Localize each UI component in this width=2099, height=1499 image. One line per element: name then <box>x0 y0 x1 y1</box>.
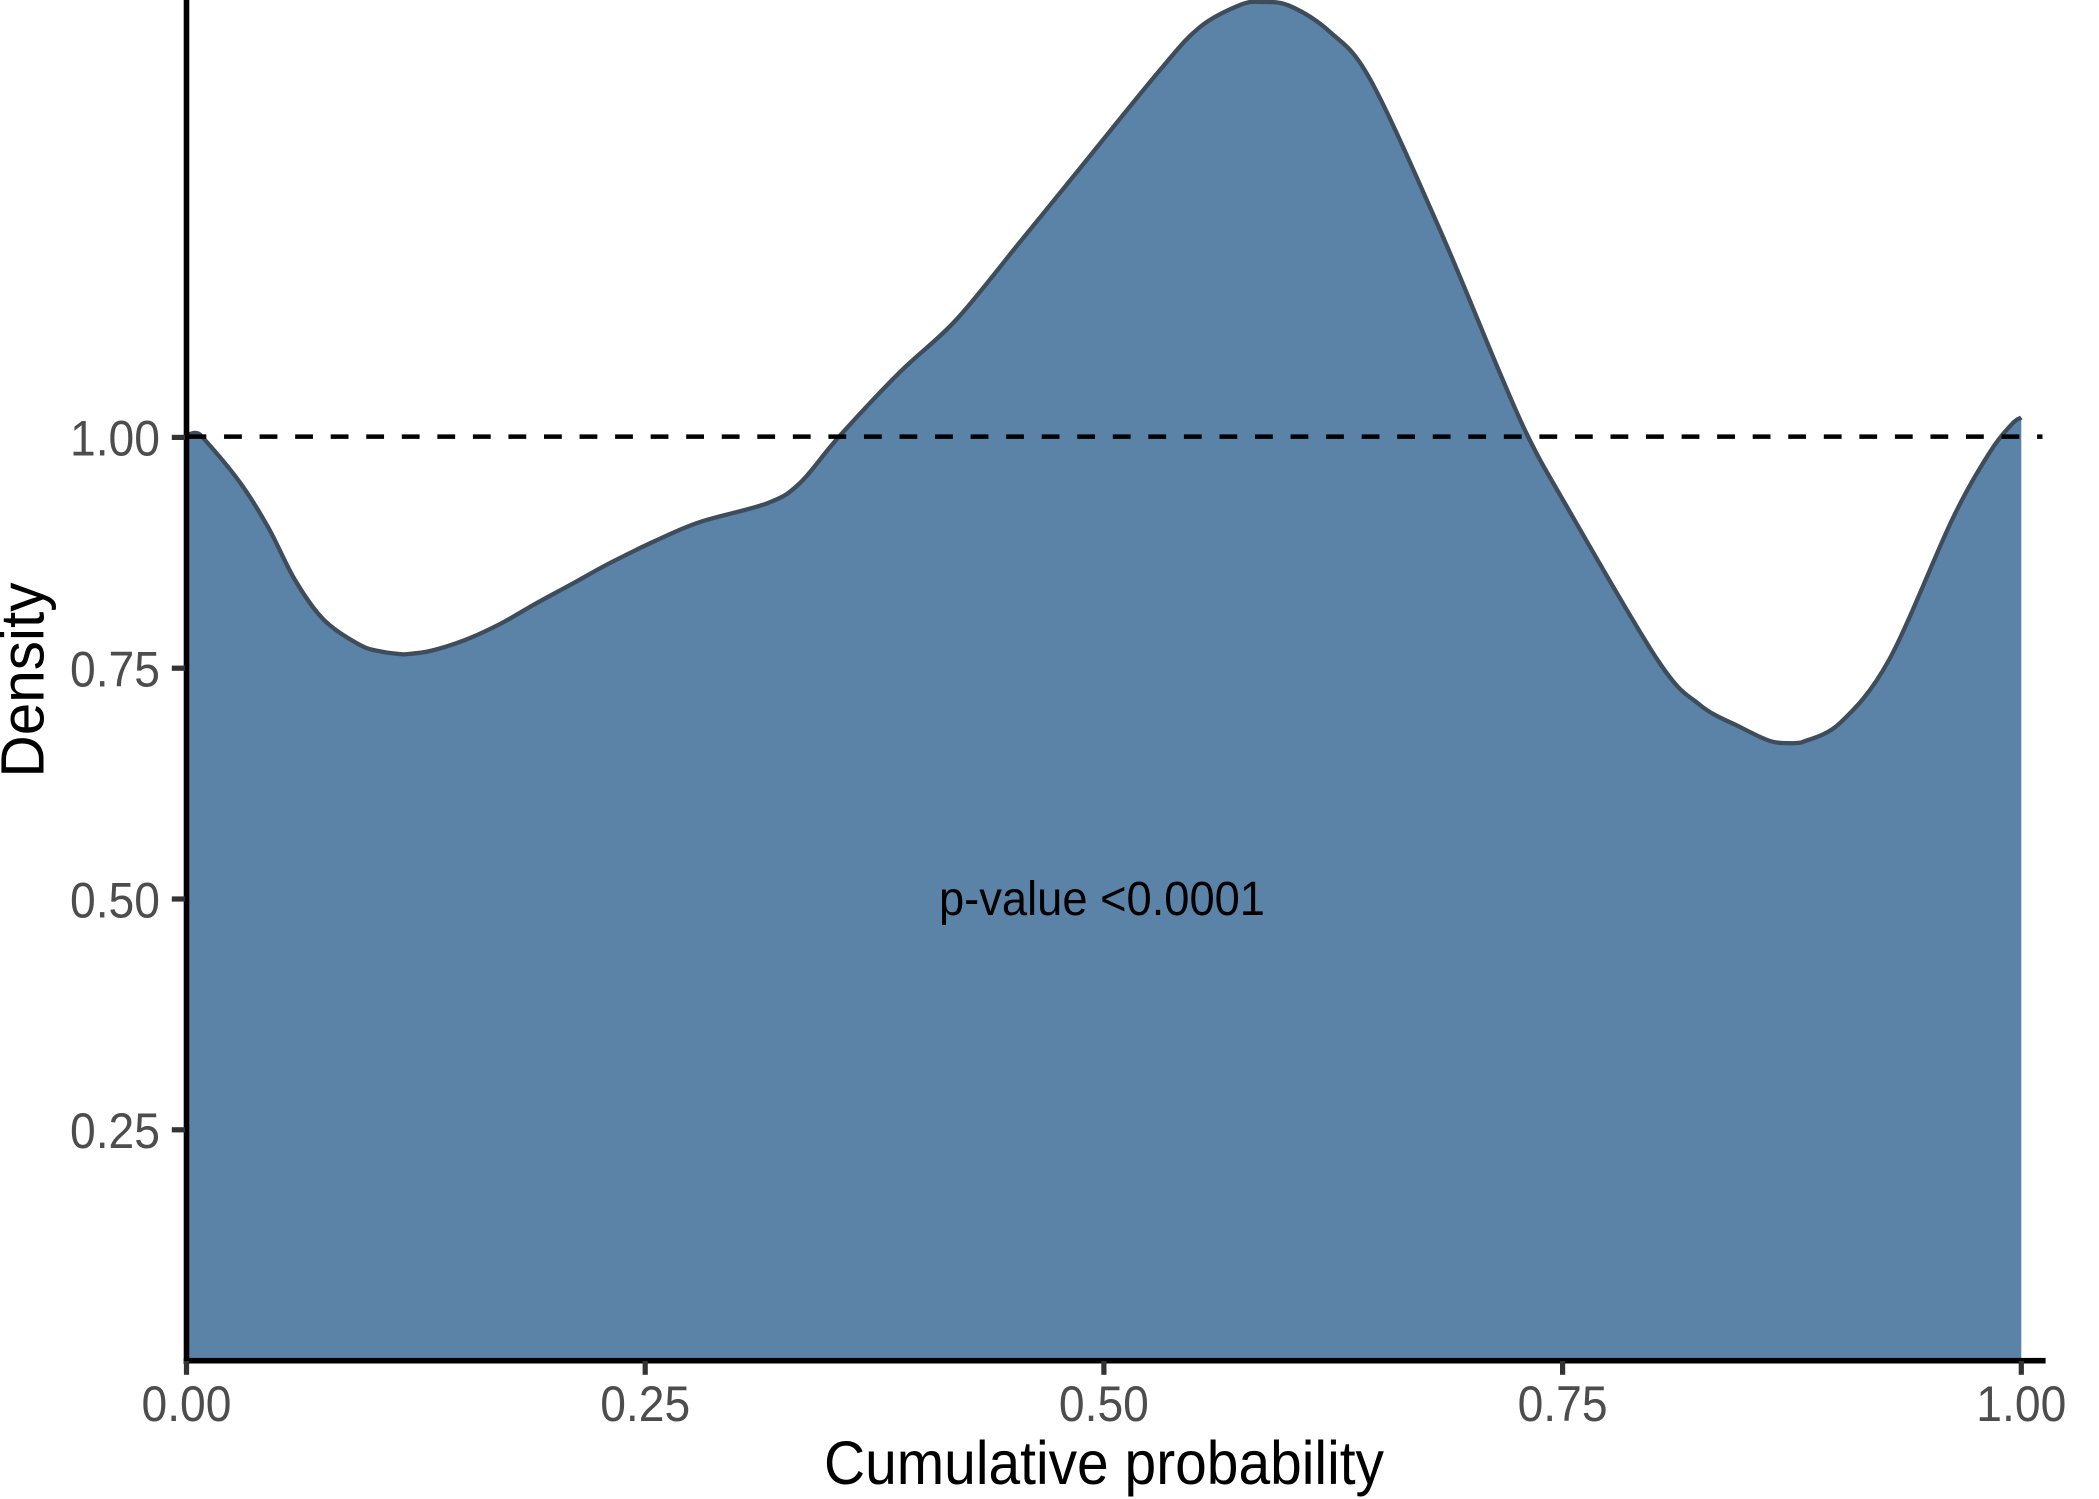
svg-text:p-value <0.0001: p-value <0.0001 <box>939 872 1265 926</box>
svg-text:0.25: 0.25 <box>600 1375 690 1432</box>
svg-text:0.50: 0.50 <box>1059 1375 1149 1432</box>
svg-text:0.75: 0.75 <box>70 641 160 698</box>
svg-text:0.50: 0.50 <box>70 871 160 928</box>
svg-text:1.00: 1.00 <box>70 410 160 467</box>
svg-text:1.00: 1.00 <box>1976 1375 2066 1432</box>
svg-text:0.75: 0.75 <box>1518 1375 1608 1432</box>
svg-text:Cumulative probability: Cumulative probability <box>824 1429 1384 1497</box>
svg-text:0.25: 0.25 <box>70 1102 160 1159</box>
svg-text:0.00: 0.00 <box>142 1375 232 1432</box>
svg-text:Density: Density <box>0 582 57 777</box>
